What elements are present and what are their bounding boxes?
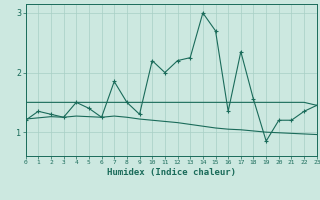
X-axis label: Humidex (Indice chaleur): Humidex (Indice chaleur) [107, 168, 236, 177]
